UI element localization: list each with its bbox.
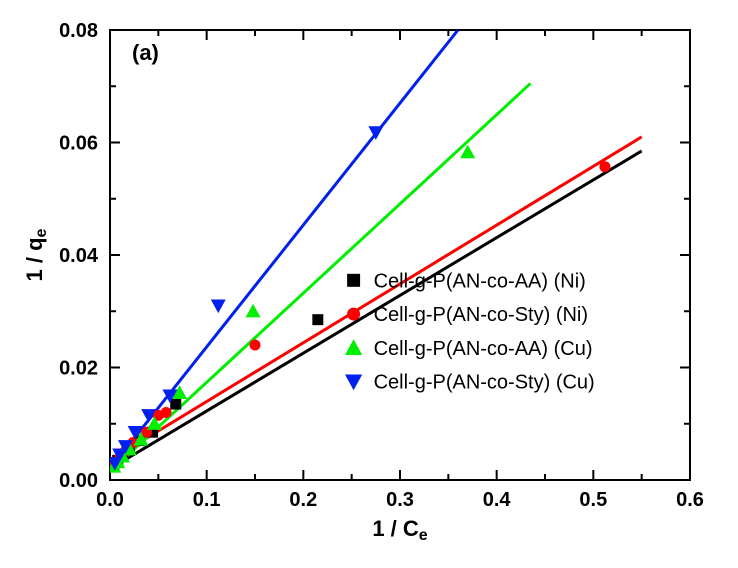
x-tick-label: 0.6 <box>676 489 704 511</box>
legend-label: Cell-g-P(AN-co-AA) (Ni) <box>374 270 586 292</box>
legend: Cell-g-P(AN-co-AA) (Ni) Cell-g-P(AN-co-St… <box>345 270 595 393</box>
data-point <box>347 308 360 321</box>
y-tick-label: 0.04 <box>59 245 99 267</box>
data-point <box>250 340 261 351</box>
chart-svg: 0.0 0.1 0.2 0.3 0.4 0.5 0.6 0.00 0.02 0.04 0.06 0.0… <box>0 0 738 568</box>
y-tick-label: 0.00 <box>59 470 98 492</box>
data-point <box>211 299 226 313</box>
fit-line <box>110 137 642 460</box>
data-point <box>345 374 362 390</box>
panel-label: (a) <box>132 40 159 65</box>
x-tick-label: 0.5 <box>579 489 607 511</box>
y-tick-label: 0.06 <box>59 133 98 155</box>
data-point <box>345 339 362 355</box>
series <box>108 314 323 471</box>
x-tick-label: 0.0 <box>96 489 124 511</box>
y-tick-label: 0.02 <box>59 358 98 380</box>
x-axis-title: 1 / Ce <box>372 516 427 544</box>
y-tick-label: 0.08 <box>59 20 98 42</box>
scatter-points <box>106 126 610 472</box>
fit-lines <box>110 30 642 472</box>
x-tick-label: 0.3 <box>386 489 414 511</box>
data-point <box>312 314 323 325</box>
fit-line <box>110 30 458 469</box>
y-axis-title: 1 / qe <box>22 228 50 281</box>
plot-frame <box>110 30 690 480</box>
data-point <box>599 161 610 172</box>
data-point <box>246 304 261 318</box>
x-tick-label: 0.4 <box>483 489 512 511</box>
legend-label: Cell-g-P(AN-co-AA) (Cu) <box>374 338 593 360</box>
x-tick-label: 0.2 <box>289 489 317 511</box>
chart-container: 0.0 0.1 0.2 0.3 0.4 0.5 0.6 0.00 0.02 0.04 0.06 0.0… <box>0 0 738 568</box>
x-tick-label: 0.1 <box>193 489 221 511</box>
legend-label: Cell-g-P(AN-co-Sty) (Ni) <box>374 304 588 326</box>
data-point <box>347 274 360 287</box>
data-point <box>170 399 181 410</box>
legend-label: Cell-g-P(AN-co-Sty) (Cu) <box>374 372 595 394</box>
data-point <box>161 407 172 418</box>
